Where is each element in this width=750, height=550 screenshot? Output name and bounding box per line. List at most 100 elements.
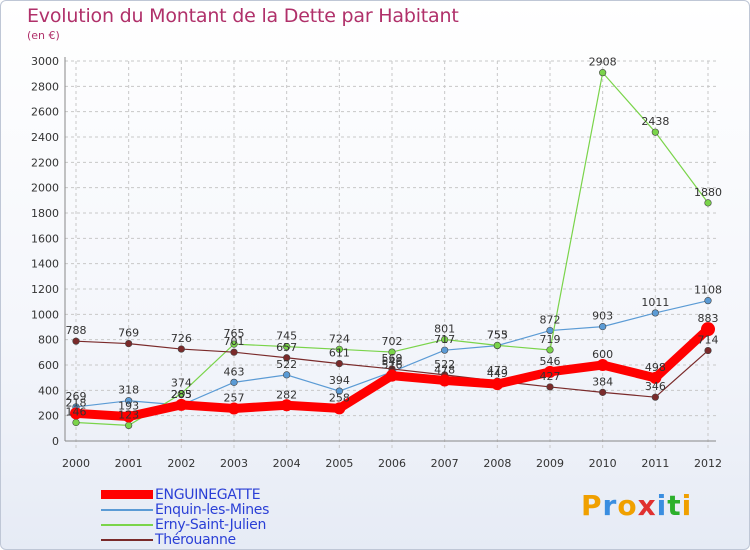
- y-tick-label: 2800: [31, 80, 59, 93]
- data-label: 801: [434, 323, 455, 336]
- data-point: [230, 340, 238, 348]
- data-label: 463: [224, 365, 245, 378]
- data-point: [280, 399, 293, 412]
- data-label: 717: [434, 333, 455, 346]
- data-label: 702: [382, 335, 403, 348]
- x-tick-label: 2007: [431, 457, 459, 470]
- data-label: 285: [171, 388, 192, 401]
- legend-entry: Enquin-les-Mines: [101, 501, 270, 518]
- data-label: 478: [434, 363, 455, 376]
- data-label: 788: [66, 324, 87, 337]
- y-tick-label: 0: [52, 435, 59, 448]
- data-point: [283, 343, 291, 351]
- data-label: 600: [592, 348, 613, 361]
- data-label: 218: [66, 396, 87, 409]
- data-point: [122, 410, 135, 423]
- legend-label: ENGUINEGATTE: [155, 486, 261, 503]
- data-label: 903: [592, 310, 613, 323]
- data-label: 719: [540, 333, 561, 346]
- chart-title: Evolution du Montant de la Dette par Hab…: [27, 5, 459, 27]
- data-point: [546, 346, 554, 354]
- data-label: 745: [276, 330, 297, 343]
- data-label: 394: [329, 374, 350, 387]
- data-point: [335, 345, 343, 353]
- data-label: 257: [224, 391, 245, 404]
- data-label: 1108: [694, 284, 722, 297]
- data-point: [599, 388, 607, 396]
- data-point: [649, 371, 662, 384]
- data-label: 346: [645, 380, 666, 393]
- y-tick-label: 1000: [31, 308, 59, 321]
- data-label: 1880: [694, 186, 722, 199]
- legend-label: Enquin-les-Mines: [155, 501, 270, 518]
- data-label: 269: [66, 390, 87, 403]
- data-label: 516: [382, 359, 403, 372]
- data-point: [388, 348, 396, 356]
- x-tick-label: 2001: [115, 457, 143, 470]
- data-point: [228, 402, 240, 415]
- data-point: [125, 397, 133, 405]
- chart-unit: (en €): [27, 29, 60, 42]
- data-point: [441, 346, 449, 354]
- x-tick-label: 2009: [536, 457, 564, 470]
- data-point: [335, 360, 343, 368]
- data-label: 2908: [589, 56, 617, 69]
- data-point: [704, 346, 712, 355]
- data-label: 611: [329, 347, 350, 360]
- chart-legend: ENGUINEGATTE Enquin-les-Mines Erny-Saint-J…: [101, 486, 270, 548]
- data-label: 753: [487, 329, 508, 342]
- x-tick-label: 2005: [325, 457, 353, 470]
- y-tick-label: 1800: [31, 207, 59, 220]
- proxiti-logo: Proxiti: [581, 489, 693, 522]
- legend-swatch: [101, 523, 153, 526]
- data-label: 283: [171, 388, 192, 401]
- y-tick-label: 2000: [31, 182, 59, 195]
- x-tick-label: 2010: [589, 457, 617, 470]
- legend-swatch: [101, 490, 153, 499]
- legend-entry: Thérouanne: [101, 531, 269, 548]
- data-label: 318: [118, 384, 139, 397]
- data-point: [386, 369, 398, 382]
- data-label: 569: [382, 352, 403, 365]
- x-tick-label: 2008: [483, 457, 511, 470]
- data-point: [175, 398, 188, 411]
- data-point: [704, 199, 712, 207]
- legend-entry: Erny-Saint-Julien: [101, 517, 269, 533]
- data-label: 2438: [641, 115, 669, 128]
- data-label: 427: [540, 370, 561, 383]
- data-label: 701: [224, 335, 245, 348]
- data-label: 258: [329, 391, 350, 404]
- data-point: [333, 402, 346, 415]
- data-label: 498: [645, 361, 666, 374]
- x-tick-label: 2000: [62, 457, 90, 470]
- data-label: 123: [118, 408, 139, 421]
- x-tick-label: 2006: [378, 457, 406, 470]
- data-label: 657: [276, 341, 297, 354]
- data-label: 714: [698, 334, 719, 347]
- data-point: [441, 335, 449, 344]
- y-tick-label: 3000: [31, 55, 59, 68]
- data-point: [596, 359, 609, 371]
- data-point: [651, 393, 659, 401]
- y-tick-label: 600: [38, 359, 59, 372]
- data-point: [599, 69, 607, 77]
- data-point: [177, 345, 185, 353]
- data-point: [335, 387, 343, 395]
- data-point: [704, 297, 712, 305]
- x-tick-label: 2004: [273, 457, 301, 470]
- y-tick-label: 400: [38, 384, 59, 397]
- data-label: 146: [66, 406, 87, 419]
- data-point: [491, 378, 504, 391]
- data-point: [177, 390, 185, 398]
- legend-label: Thérouanne: [155, 531, 236, 548]
- data-point: [546, 383, 554, 391]
- data-label: 384: [592, 375, 613, 388]
- x-tick-label: 2003: [220, 457, 248, 470]
- data-label: 374: [171, 377, 192, 390]
- data-point: [70, 407, 82, 420]
- data-label: 282: [276, 388, 297, 401]
- data-label: 522: [434, 358, 455, 371]
- y-tick-label: 1400: [31, 258, 59, 271]
